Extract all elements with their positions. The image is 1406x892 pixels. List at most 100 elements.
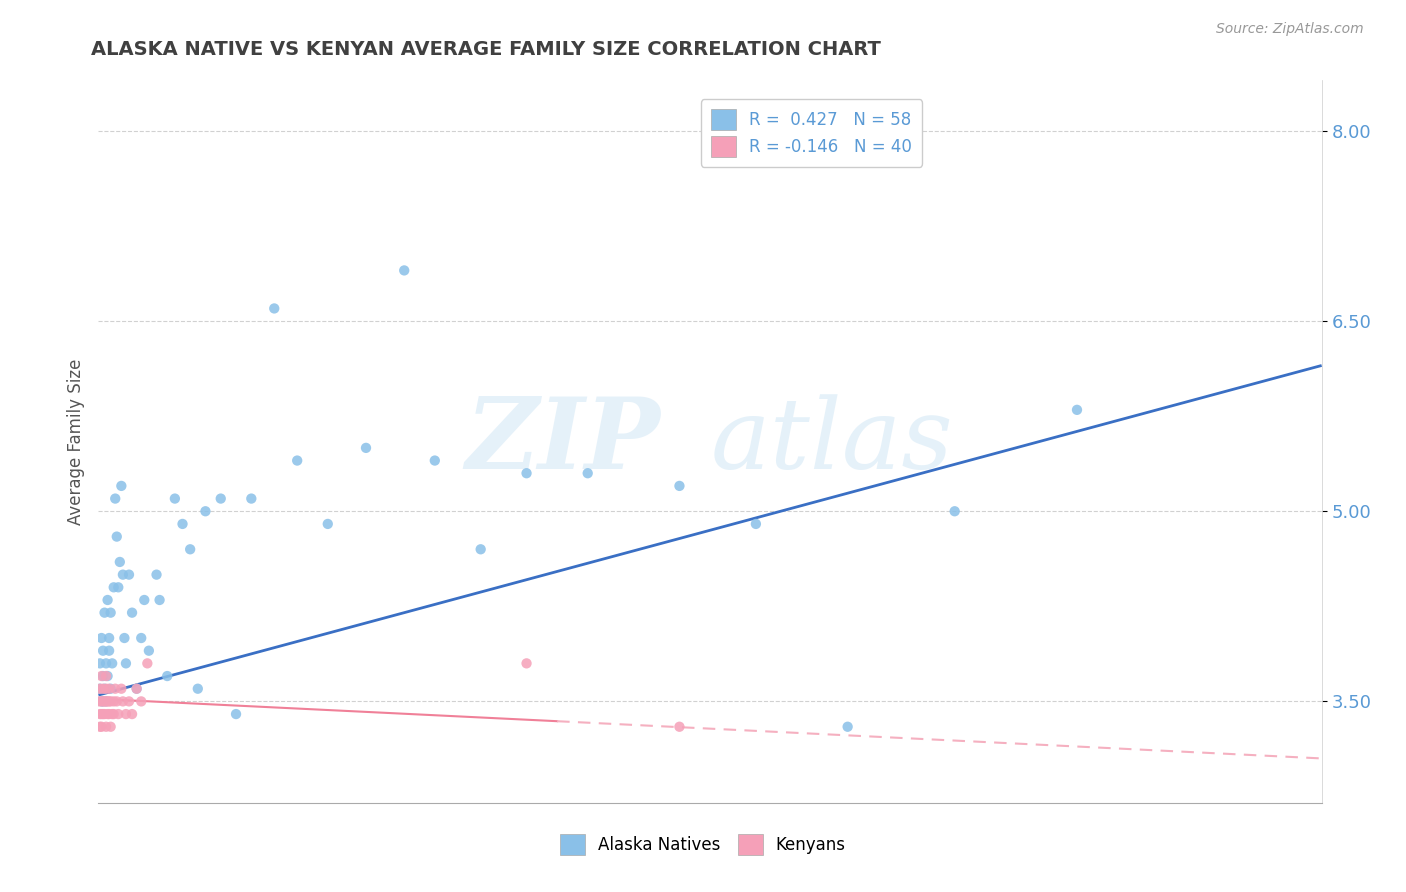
Legend: R =  0.427   N = 58, R = -0.146   N = 40: R = 0.427 N = 58, R = -0.146 N = 40	[700, 99, 922, 167]
Point	[91, 681, 114, 696]
Point	[745, 516, 768, 531]
Point	[110, 681, 132, 696]
Point	[97, 669, 120, 683]
Point	[118, 694, 141, 708]
Point	[354, 441, 377, 455]
Point	[163, 491, 186, 506]
Text: atlas: atlas	[711, 394, 953, 489]
Point	[90, 669, 112, 683]
Point	[100, 681, 122, 696]
Legend: Alaska Natives, Kenyans: Alaska Natives, Kenyans	[554, 828, 852, 862]
Point	[100, 606, 122, 620]
Point	[392, 263, 416, 277]
Point	[668, 479, 690, 493]
Point	[1066, 402, 1088, 417]
Point	[516, 657, 538, 671]
Point	[115, 657, 138, 671]
Point	[149, 593, 172, 607]
Point	[121, 606, 143, 620]
Point	[115, 707, 138, 722]
Point	[125, 681, 148, 696]
Point	[98, 707, 121, 722]
Point	[90, 720, 112, 734]
Point	[89, 707, 111, 722]
Point	[111, 694, 134, 708]
Point	[98, 694, 121, 708]
Point	[90, 631, 112, 645]
Point	[316, 516, 339, 531]
Point	[240, 491, 263, 506]
Point	[129, 694, 152, 708]
Point	[89, 681, 111, 696]
Point	[94, 657, 117, 671]
Point	[470, 542, 492, 557]
Point	[91, 669, 114, 683]
Point	[94, 669, 117, 683]
Point	[105, 694, 128, 708]
Point	[125, 681, 148, 696]
Point	[837, 720, 859, 734]
Point	[89, 694, 111, 708]
Point	[108, 555, 131, 569]
Point	[98, 631, 121, 645]
Point	[93, 606, 115, 620]
Point	[145, 567, 167, 582]
Point	[94, 720, 117, 734]
Point	[98, 643, 121, 657]
Point	[107, 707, 129, 722]
Point	[94, 681, 117, 696]
Point	[93, 707, 115, 722]
Point	[94, 694, 117, 708]
Point	[285, 453, 308, 467]
Point	[107, 580, 129, 594]
Point	[136, 657, 159, 671]
Point	[103, 694, 125, 708]
Point	[263, 301, 285, 316]
Point	[89, 681, 111, 696]
Point	[97, 593, 120, 607]
Point	[90, 694, 112, 708]
Point	[121, 707, 143, 722]
Point	[111, 567, 134, 582]
Point	[91, 643, 114, 657]
Point	[103, 707, 125, 722]
Point	[172, 516, 194, 531]
Point	[97, 694, 120, 708]
Point	[91, 694, 114, 708]
Point	[91, 707, 114, 722]
Point	[209, 491, 232, 506]
Point	[225, 707, 247, 722]
Point	[97, 707, 120, 722]
Point	[134, 593, 156, 607]
Point	[101, 657, 124, 671]
Point	[101, 707, 124, 722]
Point	[576, 467, 599, 481]
Text: Source: ZipAtlas.com: Source: ZipAtlas.com	[1216, 22, 1364, 37]
Point	[90, 707, 112, 722]
Point	[104, 681, 127, 696]
Point	[179, 542, 201, 557]
Point	[138, 643, 160, 657]
Point	[100, 694, 122, 708]
Point	[110, 479, 132, 493]
Point	[118, 567, 141, 582]
Point	[423, 453, 446, 467]
Point	[668, 720, 690, 734]
Point	[90, 694, 112, 708]
Point	[98, 681, 121, 696]
Point	[94, 694, 117, 708]
Point	[103, 580, 125, 594]
Point	[187, 681, 209, 696]
Point	[112, 631, 135, 645]
Point	[156, 669, 179, 683]
Point	[105, 530, 128, 544]
Text: ZIP: ZIP	[465, 393, 661, 490]
Point	[93, 681, 115, 696]
Text: ALASKA NATIVE VS KENYAN AVERAGE FAMILY SIZE CORRELATION CHART: ALASKA NATIVE VS KENYAN AVERAGE FAMILY S…	[91, 40, 882, 59]
Y-axis label: Average Family Size: Average Family Size	[66, 359, 84, 524]
Point	[129, 631, 152, 645]
Point	[89, 720, 111, 734]
Point	[943, 504, 966, 518]
Point	[104, 491, 127, 506]
Point	[89, 657, 111, 671]
